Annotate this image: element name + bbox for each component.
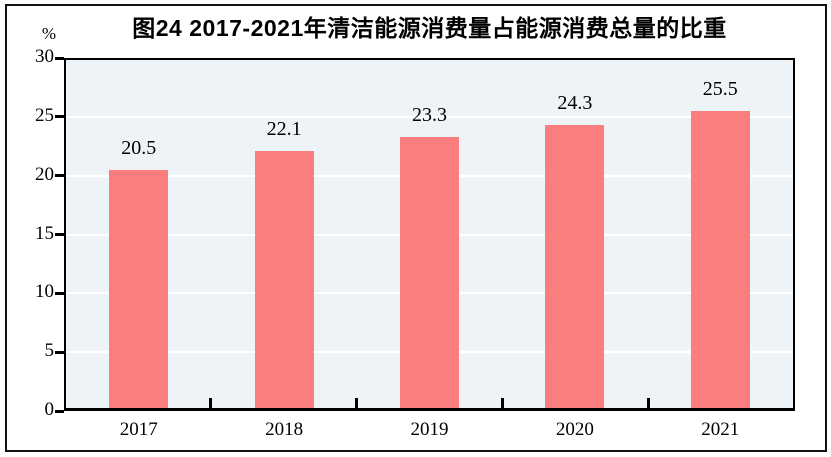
- bar-value-label: 22.1: [266, 117, 302, 140]
- bar: [109, 169, 169, 408]
- y-axis-tick-label: 15: [35, 222, 54, 244]
- bar-value-label: 20.5: [121, 136, 157, 159]
- x-axis-tick: [208, 398, 212, 408]
- bar-value-label: 23.3: [412, 103, 447, 126]
- y-axis-tick: [55, 233, 64, 236]
- y-axis-tick: [55, 409, 64, 413]
- y-axis-tick: [55, 174, 64, 178]
- y-axis-tick: [55, 291, 64, 295]
- bar: [400, 136, 459, 408]
- x-axis-label: 2018: [265, 419, 304, 440]
- bar: [690, 110, 750, 408]
- y-axis-tick-label: 20: [35, 163, 54, 185]
- bar: [254, 150, 314, 408]
- y-axis-tick: [55, 56, 64, 60]
- x-axis-tick: [354, 398, 358, 408]
- bar: [545, 125, 605, 408]
- x-axis-label: 2017: [119, 419, 158, 440]
- x-axis-label: 2021: [701, 419, 740, 440]
- bar-value-label: 25.5: [702, 77, 738, 100]
- x-axis-label: 2020: [555, 419, 594, 440]
- y-axis-tick-label: 25: [35, 104, 54, 126]
- chart-title: 图24 2017-2021年清洁能源消费量占能源消费总量的比重: [132, 15, 727, 41]
- plot-area-border: [64, 58, 795, 411]
- gridline: [66, 115, 793, 118]
- x-axis-label: 2019: [410, 419, 449, 440]
- bar-value-label: 24.3: [557, 92, 593, 115]
- y-axis-tick-label: 0: [44, 399, 55, 420]
- y-axis-tick: [55, 350, 64, 354]
- y-axis-unit-label: %: [41, 24, 56, 43]
- y-axis-tick-label: 30: [35, 46, 54, 67]
- x-axis-tick: [501, 398, 505, 408]
- x-axis-tick: [647, 398, 651, 408]
- y-axis-tick: [55, 115, 64, 119]
- y-axis-tick-label: 10: [35, 281, 54, 303]
- y-axis-tick-label: 5: [44, 340, 55, 362]
